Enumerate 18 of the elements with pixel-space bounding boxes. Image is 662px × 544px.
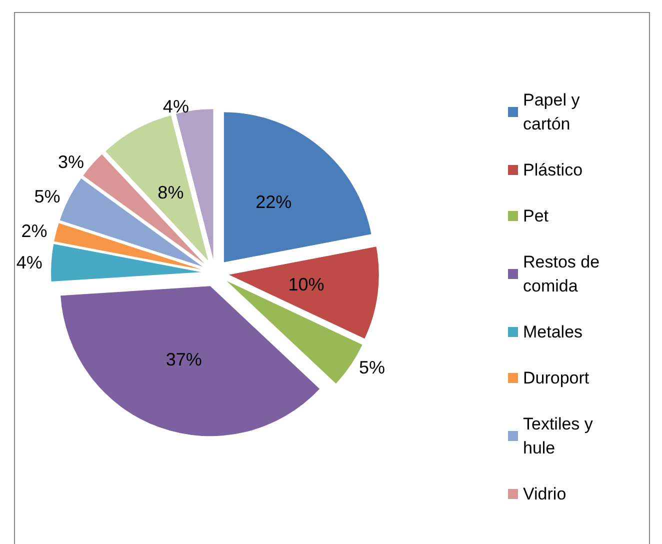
data-label: 5%: [34, 186, 60, 207]
data-label: 8%: [158, 182, 184, 202]
data-label: 4%: [16, 252, 42, 272]
data-label: 4%: [162, 96, 189, 116]
data-label: 37%: [166, 350, 202, 370]
data-label: 5%: [358, 357, 385, 378]
data-label: 2%: [21, 221, 48, 242]
data-label: 3%: [58, 152, 84, 172]
legend-label: Metales: [523, 322, 583, 342]
data-label: 22%: [256, 192, 292, 212]
legend-label: Restos de comida: [523, 252, 604, 296]
legend-label: Papel y cartón: [523, 90, 584, 134]
legend-label: Vidrio: [523, 484, 566, 504]
legend-label: Duroport: [523, 368, 590, 388]
data-label: 10%: [288, 274, 324, 295]
legend-label: Pet: [523, 206, 549, 226]
legend-label: Textiles y hule: [523, 414, 598, 458]
legend-label: Plástico: [523, 160, 583, 180]
